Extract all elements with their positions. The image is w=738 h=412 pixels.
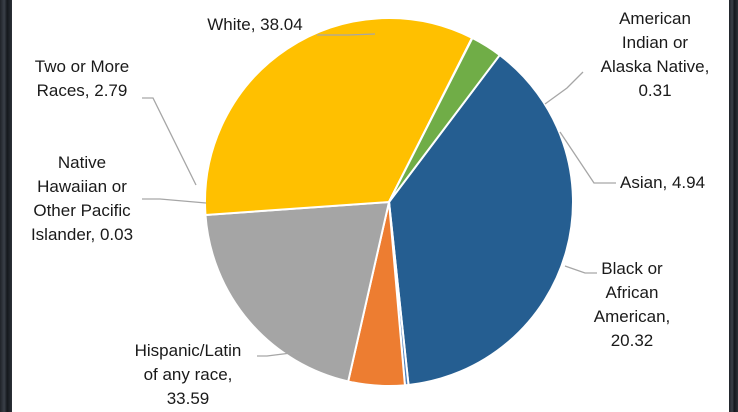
- slice-label-white: White, 38.04: [207, 15, 302, 34]
- pie-slice-white: [388, 54, 574, 386]
- leader-line-two-or-more-races: [142, 97, 197, 186]
- leader-lines: [142, 33, 616, 357]
- slice-label-black-or-african-american: Black or African American, 20.32: [594, 259, 671, 350]
- leader-line-white: [317, 33, 376, 36]
- leader-line-black-or-african-american: [564, 265, 597, 274]
- pie-slices: [204, 17, 574, 387]
- slice-label-american-indian-or-alaska-native: American Indian or Alaska Native, 0.31: [601, 9, 710, 100]
- slice-label-hispanic-latin-of-any-race: Hispanic/Latin of any race, 33.59: [135, 341, 242, 408]
- pie-slice-two-or-more-races: [388, 36, 501, 203]
- slice-label-asian: Asian, 4.94: [620, 173, 705, 192]
- slice-labels: White, 38.04 American Indian or Alaska Nati…: [31, 9, 709, 408]
- leader-line-hispanic-latin-of-any-race: [257, 351, 300, 357]
- right-background-edge: [729, 0, 738, 412]
- pie-slice-black-or-african-american: [204, 201, 390, 383]
- slice-label-two-or-more-races: Two or More Races, 2.79: [35, 57, 129, 100]
- pie-slice-hispanic-latin-of-any-race: [204, 17, 474, 216]
- left-background-edge: [0, 0, 12, 412]
- leader-line-native-hawaiian-or-other-pacific-islander: [142, 198, 207, 204]
- leader-line-asian: [559, 131, 616, 184]
- leader-line-american-indian-or-alaska-native: [544, 71, 584, 105]
- slice-label-native-hawaiian-or-other-pacific-islander: Native Hawaiian or Other Pacific Islander, …: [31, 153, 133, 244]
